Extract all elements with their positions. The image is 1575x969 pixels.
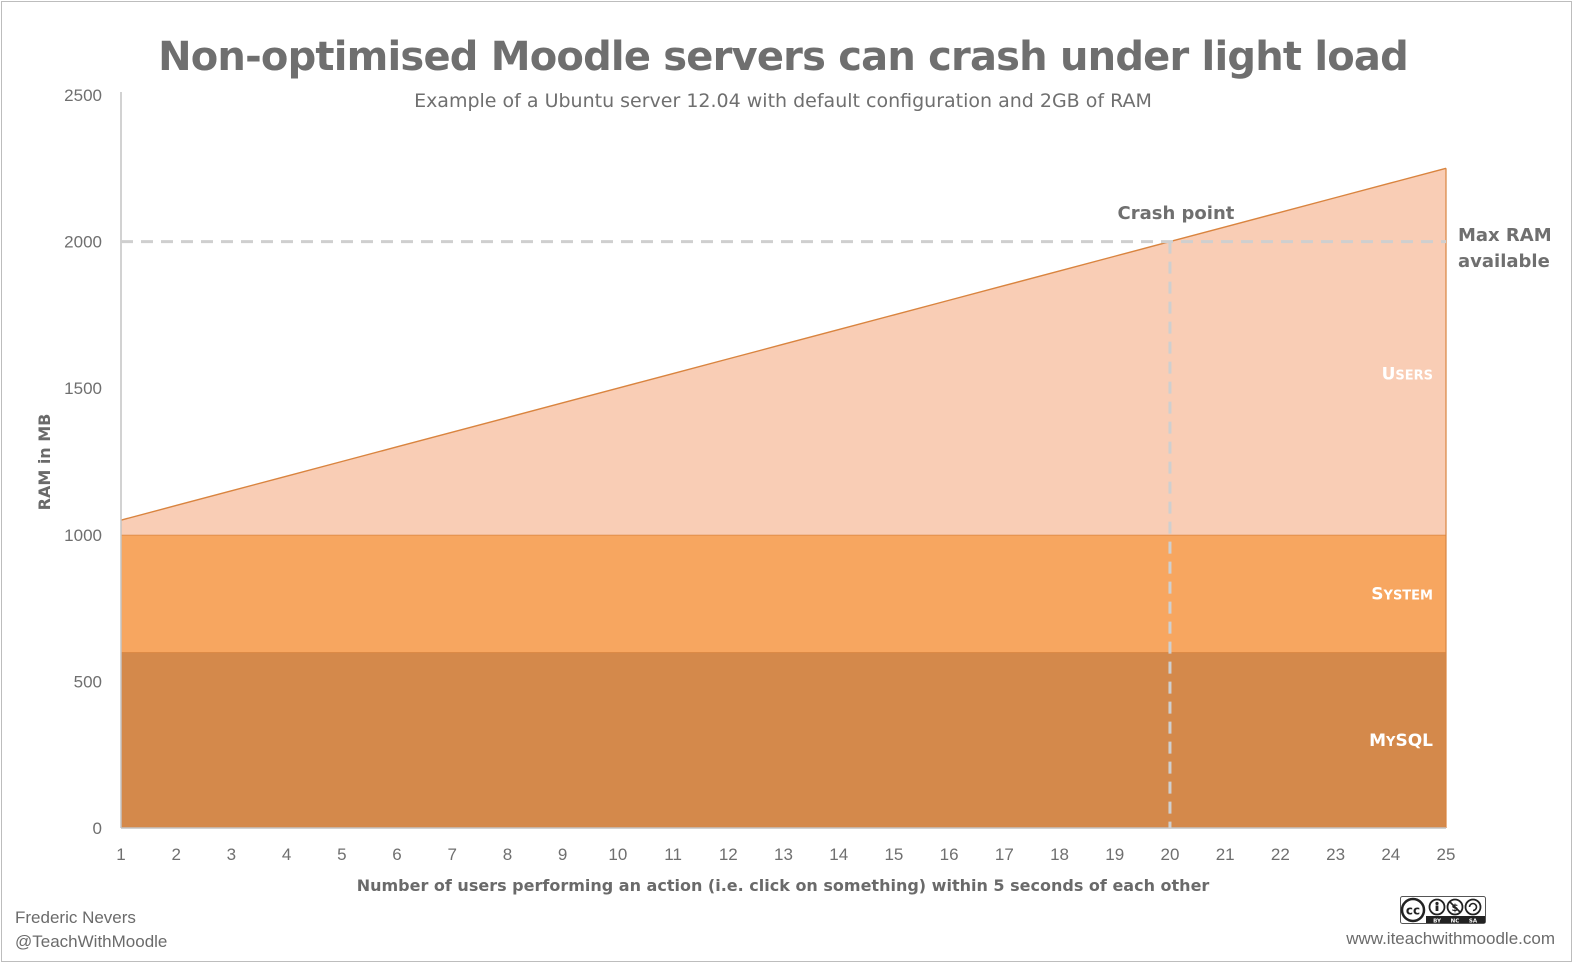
area-series-group — [120, 167, 1447, 828]
x-tick-label: 24 — [1381, 845, 1400, 864]
x-tick-label: 17 — [995, 845, 1014, 864]
y-tick-label: 0 — [93, 819, 102, 838]
creative-commons-license-icon: cc $ BY NC SA — [1400, 896, 1486, 924]
area-users — [121, 168, 1446, 535]
svg-text:NC: NC — [1451, 918, 1460, 924]
svg-text:BY: BY — [1433, 918, 1442, 924]
svg-text:SA: SA — [1469, 918, 1478, 924]
x-tick-label: 8 — [503, 845, 512, 864]
website-link[interactable]: www.iteachwithmoodle.com — [1346, 929, 1555, 948]
max-ram-label: available — [1458, 251, 1550, 272]
annotations-group: Crash point Max RAM available — [121, 203, 1552, 828]
x-tick-label: 5 — [337, 845, 346, 864]
chart-subtitle: Example of a Ubuntu server 12.04 with de… — [414, 90, 1152, 112]
x-tick-labels: 1 2 3 4 5 6 7 8 9 10 11 12 13 14 15 16 17 18 19 20 21 22 23 24 2… — [116, 845, 1455, 864]
y-tick-label: 500 — [74, 672, 102, 691]
series-labels: MYSQL SYSTEM USERS — [1369, 365, 1433, 751]
axes-group — [120, 92, 1446, 829]
x-tick-label: 22 — [1271, 845, 1290, 864]
series-label-mysql: MYSQL — [1369, 731, 1433, 751]
area-mysql — [121, 652, 1446, 828]
x-axis-label: Number of users performing an action (i.… — [357, 876, 1210, 895]
x-tick-label: 13 — [774, 845, 793, 864]
x-tick-label: 21 — [1216, 845, 1235, 864]
x-tick-label: 12 — [719, 845, 738, 864]
series-label-users: USERS — [1382, 365, 1433, 385]
x-tick-label: 15 — [884, 845, 903, 864]
x-tick-label: 18 — [1050, 845, 1069, 864]
x-tick-label: 3 — [227, 845, 236, 864]
x-tick-label: 4 — [282, 845, 291, 864]
author-credit: Frederic Nevers @TeachWithMoodle — [15, 906, 167, 954]
chart-title: Non-optimised Moodle servers can crash u… — [158, 34, 1408, 80]
x-tick-label: 2 — [171, 845, 180, 864]
author-handle: @TeachWithMoodle — [15, 932, 168, 951]
x-tick-label: 23 — [1326, 845, 1345, 864]
x-tick-label: 10 — [608, 845, 627, 864]
x-tick-label: 19 — [1105, 845, 1124, 864]
max-ram-label: Max RAM — [1458, 225, 1552, 246]
x-tick-label: 6 — [392, 845, 401, 864]
y-tick-label: 1000 — [64, 526, 102, 545]
x-tick-label: 7 — [448, 845, 457, 864]
x-tick-label: 16 — [940, 845, 959, 864]
svg-text:cc: cc — [1406, 904, 1420, 918]
svg-text:$: $ — [1452, 903, 1459, 914]
y-tick-label: 2500 — [64, 86, 102, 105]
y-tick-labels: 0 500 1000 1500 2000 2500 — [64, 86, 102, 838]
area-system — [121, 534, 1446, 653]
x-tick-label: 11 — [664, 845, 682, 864]
crash-point-label: Crash point — [1118, 203, 1235, 224]
series-label-system: SYSTEM — [1371, 584, 1433, 604]
y-tick-label: 1500 — [64, 379, 102, 398]
author-name: Frederic Nevers — [15, 908, 136, 927]
y-tick-label: 2000 — [64, 233, 102, 252]
x-tick-label: 14 — [829, 845, 848, 864]
x-tick-label: 20 — [1160, 845, 1179, 864]
series-line-users — [120, 167, 1447, 521]
x-tick-label: 9 — [558, 845, 567, 864]
x-tick-label: 25 — [1437, 845, 1456, 864]
x-tick-label: 1 — [116, 845, 125, 864]
y-axis-label: RAM in MB — [35, 414, 54, 511]
